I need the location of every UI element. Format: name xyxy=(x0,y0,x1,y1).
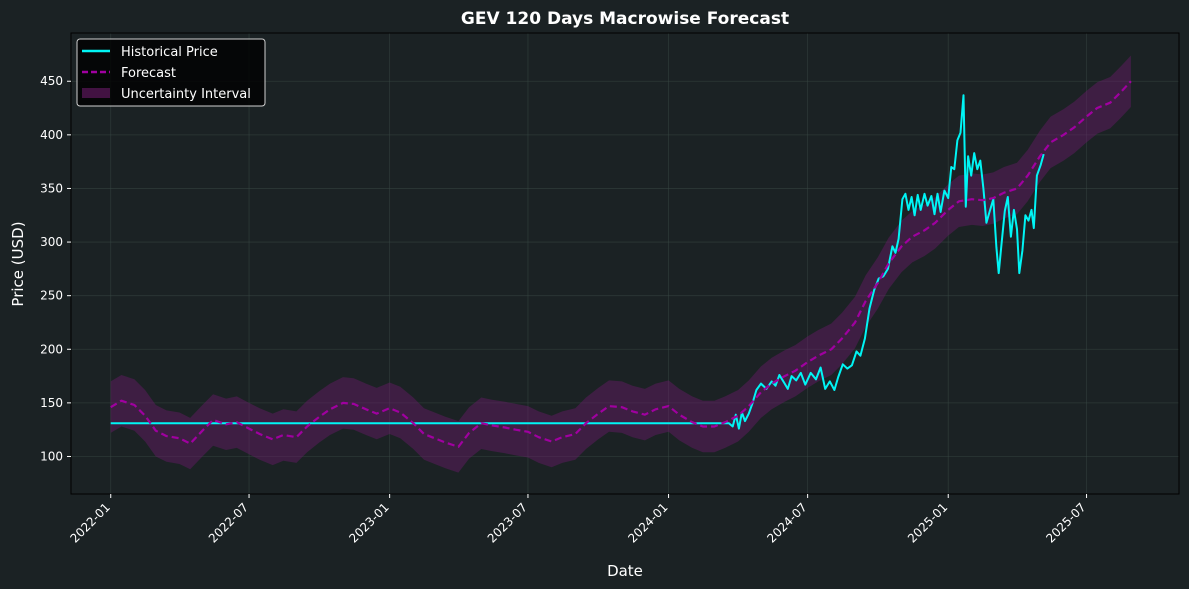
y-axis-label: Price (USD) xyxy=(9,221,27,306)
legend-historical-label: Historical Price xyxy=(121,45,218,60)
y-tick-label: 150 xyxy=(40,396,63,410)
legend-interval-swatch xyxy=(82,88,110,98)
x-axis-label: Date xyxy=(607,562,643,580)
y-tick-label: 350 xyxy=(40,181,63,195)
plot-frame xyxy=(70,32,1180,495)
uncertainty-interval-band xyxy=(110,55,1131,473)
y-tick-label: 450 xyxy=(40,74,63,88)
y-tick-label: 400 xyxy=(40,128,63,142)
y-tick-label: 250 xyxy=(40,289,63,303)
legend-box xyxy=(76,38,266,107)
y-tick-label: 300 xyxy=(40,235,63,249)
y-axis-ticks: 100 150 200 250 300 350 400 450 xyxy=(40,74,71,463)
grid-lines xyxy=(71,33,1179,494)
y-tick-label: 100 xyxy=(40,449,63,463)
legend-forecast-label: Forecast xyxy=(121,66,176,81)
historical-price-line xyxy=(110,94,1045,430)
forecast-line xyxy=(110,80,1132,448)
legend-interval-label: Uncertainty Interval xyxy=(121,87,251,102)
series-lines-layer xyxy=(110,80,1132,448)
uncertainty-band-layer xyxy=(110,55,1131,473)
chart-title: GEV 120 Days Macrowise Forecast xyxy=(461,9,789,29)
legend: Historical Price Forecast Uncertainty In… xyxy=(76,38,266,107)
y-tick-label: 200 xyxy=(40,342,63,356)
